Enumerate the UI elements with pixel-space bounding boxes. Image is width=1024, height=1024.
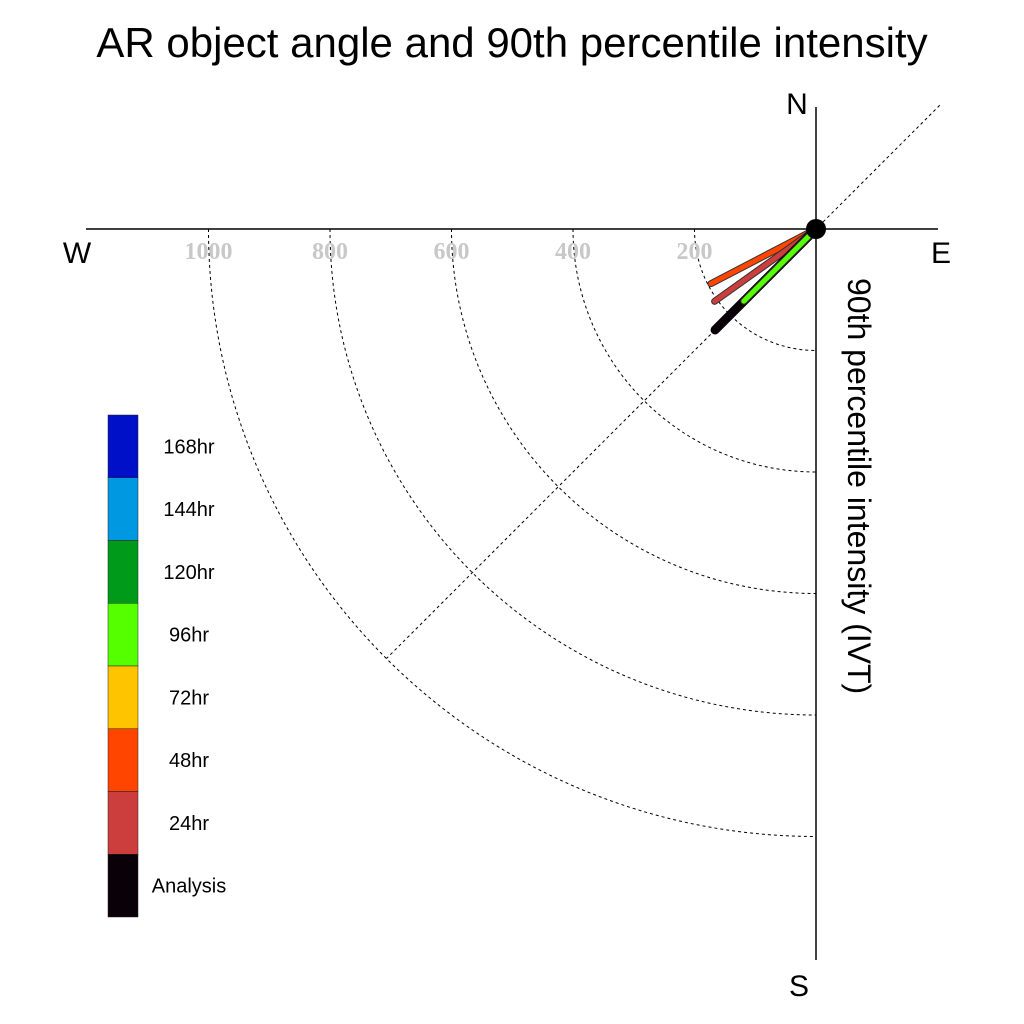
origin-marker (806, 219, 826, 239)
legend-swatch-24hr (107, 791, 139, 855)
reference-diagonal (386, 104, 941, 659)
legend: 168hr 144hr 120hr 96hr 72hr 48hr 24hr Analysis (107, 414, 226, 918)
legend-label-96hr: 96hr (169, 625, 209, 647)
intensity-vectors (707, 224, 821, 335)
chart-title: AR object angle and 90th percentile inte… (96, 19, 927, 66)
legend-label-24hr: 24hr (169, 813, 209, 835)
ring-label-800: 800 (312, 239, 348, 265)
ring-600 (451, 228, 817, 594)
legend-swatch-analysis (107, 854, 139, 918)
legend-swatch-144hr (107, 477, 139, 541)
compass-north: N (786, 88, 808, 121)
legend-swatch-48hr (107, 728, 139, 792)
legend-label-144hr: 144hr (163, 499, 214, 521)
ring-400 (572, 228, 817, 473)
compass-south: S (789, 970, 809, 1003)
legend-swatch-168hr (107, 414, 139, 478)
legend-swatch-96hr (107, 603, 139, 667)
compass-west: W (63, 237, 92, 270)
legend-label-72hr: 72hr (169, 687, 209, 709)
ring-200 (694, 228, 817, 351)
radial-grid (208, 228, 817, 837)
legend-swatch-72hr (107, 665, 139, 729)
vector-96hr (741, 226, 819, 304)
legend-label-168hr: 168hr (163, 436, 214, 458)
ring-800 (329, 228, 817, 716)
axes (86, 104, 941, 960)
legend-label-analysis: Analysis (152, 876, 226, 898)
y-axis-label: 90th percentile intensity (IVT) (841, 278, 877, 694)
ring-label-200: 200 (677, 239, 713, 265)
legend-label-48hr: 48hr (169, 750, 209, 772)
compass-east: E (931, 237, 951, 270)
ring-label-600: 600 (434, 239, 470, 265)
legend-label-120hr: 120hr (163, 562, 214, 584)
ring-label-1000: 1000 (185, 239, 233, 265)
radial-tick-labels: 200 400 600 800 1000 (185, 239, 713, 265)
ring-label-400: 400 (555, 239, 591, 265)
legend-swatch-120hr (107, 540, 139, 604)
ring-1000 (208, 228, 817, 837)
